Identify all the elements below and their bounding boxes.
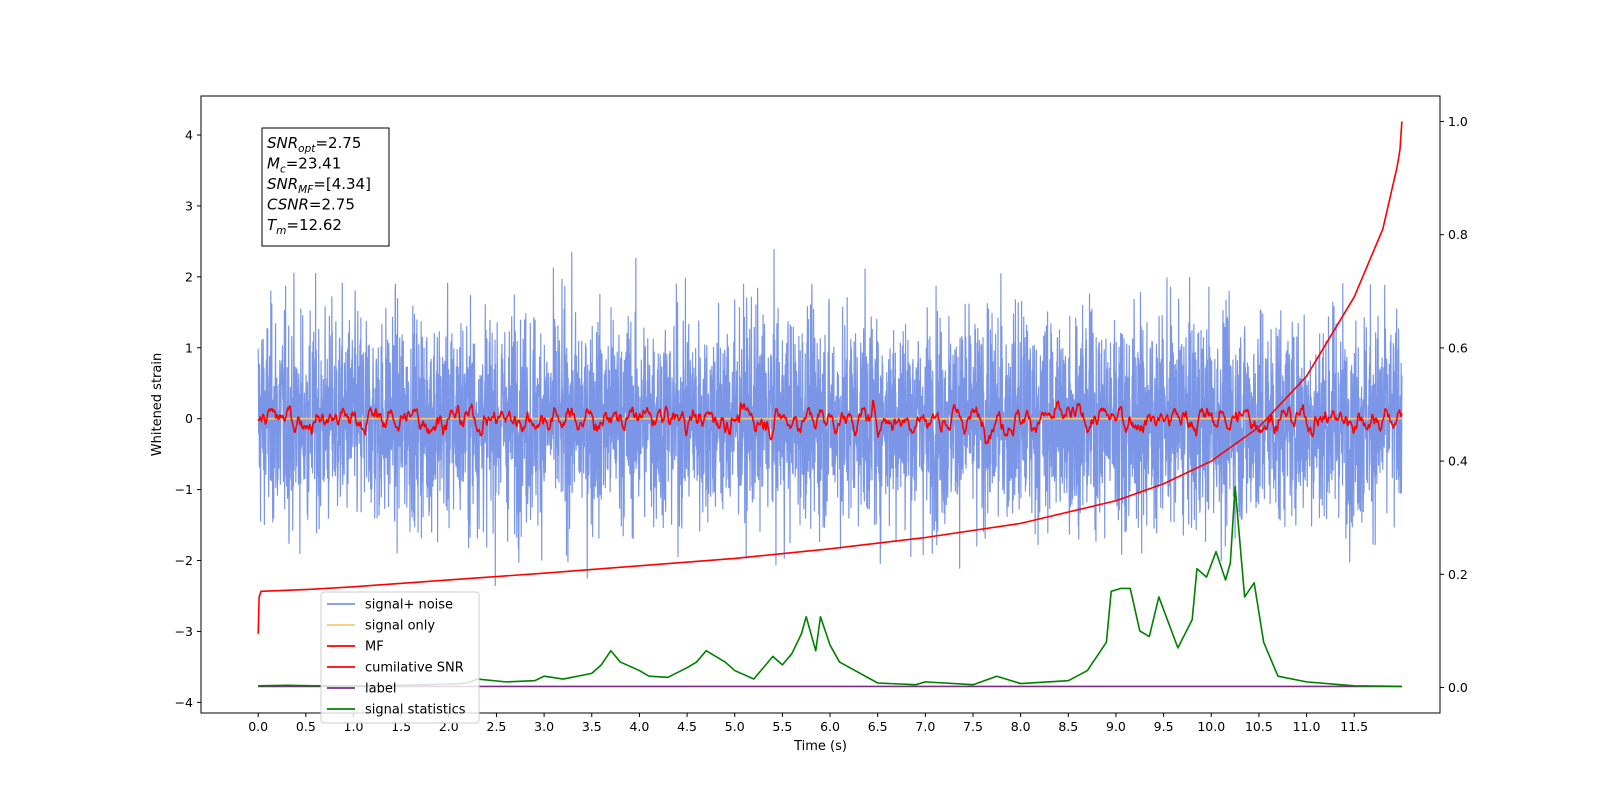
x-tick-label: 2.5 bbox=[487, 719, 507, 734]
y-axis-right: 1.0 0.8 0.6 0.4 0.2 0.0 bbox=[1440, 114, 1468, 695]
annotation-line: SNRopt=2.75 bbox=[267, 134, 361, 155]
x-tick-label: 6.5 bbox=[868, 719, 888, 734]
y-tick-label: −2 bbox=[175, 553, 193, 568]
y-tick-label: 0 bbox=[185, 411, 193, 426]
x-tick-label: 0.0 bbox=[248, 719, 268, 734]
annotation-line: CSNR=2.75 bbox=[267, 196, 355, 214]
annotation-frame bbox=[261, 127, 390, 247]
x-tick-label: 7.5 bbox=[963, 719, 983, 734]
x-tick-label: 8.0 bbox=[1011, 719, 1031, 734]
x-tick-label: 7.0 bbox=[915, 719, 935, 734]
x-tick-label: 10.5 bbox=[1245, 719, 1273, 734]
x-tick-label: 3.5 bbox=[582, 719, 602, 734]
x-tick-label: 4.5 bbox=[677, 719, 697, 734]
x-tick-label: 9.5 bbox=[1154, 719, 1174, 734]
annotation-box: SNRopt=2.75Mc=23.41SNRMF=[4.34]CSNR=2.75… bbox=[261, 127, 390, 247]
y-tick-label: 4 bbox=[185, 128, 193, 143]
legend-entry: MF bbox=[365, 640, 384, 655]
y-tick-label: −3 bbox=[175, 624, 193, 639]
legend-entry: signal statistics bbox=[365, 703, 466, 718]
x-tick-label: 10.0 bbox=[1197, 719, 1225, 734]
annotation-line: Mc=23.41 bbox=[267, 155, 341, 176]
y-tick-label: −4 bbox=[175, 695, 193, 710]
y-right-tick-label: 0.4 bbox=[1448, 454, 1468, 469]
y-right-tick-label: 0.0 bbox=[1448, 680, 1468, 695]
x-tick-label: 6.0 bbox=[820, 719, 840, 734]
y-axis: 4 3 2 1 0 −1 −2 −3 −4 bbox=[175, 128, 201, 710]
legend-entry: signal only bbox=[365, 619, 435, 634]
legend-entry: label bbox=[365, 682, 396, 697]
plot-frame bbox=[200, 95, 1441, 714]
legend-frame bbox=[320, 591, 480, 724]
y-tick-label: 3 bbox=[185, 198, 193, 213]
x-tick-label: 11.5 bbox=[1340, 719, 1368, 734]
series-cumilative-snr bbox=[257, 121, 1403, 634]
y-tick-label: 2 bbox=[185, 269, 193, 284]
legend-entry: cumilative SNR bbox=[365, 661, 464, 676]
y-tick-label: −1 bbox=[175, 482, 193, 497]
series-signal-noise bbox=[257, 248, 1403, 587]
series-mf bbox=[257, 399, 1403, 445]
x-tick-label: 8.5 bbox=[1058, 719, 1078, 734]
y-right-tick-label: 1.0 bbox=[1448, 114, 1468, 129]
y-right-tick-label: 0.8 bbox=[1448, 227, 1468, 242]
x-tick-label: 9.0 bbox=[1106, 719, 1126, 734]
y-tick-label: 1 bbox=[185, 340, 193, 355]
x-tick-label: 5.0 bbox=[725, 719, 745, 734]
y-right-tick-label: 0.2 bbox=[1448, 567, 1468, 582]
plot-series bbox=[257, 121, 1403, 688]
x-tick-label: 4.0 bbox=[629, 719, 649, 734]
x-tick-label: 11.0 bbox=[1293, 719, 1321, 734]
y-right-tick-label: 0.6 bbox=[1448, 340, 1468, 355]
legend-entry: signal+ noise bbox=[365, 598, 453, 613]
annotation-line: Tm=12.62 bbox=[267, 216, 342, 237]
x-axis-label: Time (s) bbox=[793, 739, 847, 754]
annotation-line: SNRMF=[4.34] bbox=[267, 175, 371, 196]
legend: signal+ noise signal only MF cumilative SNR… bbox=[320, 591, 480, 724]
y-axis-label: Whitened strain bbox=[150, 353, 165, 456]
x-tick-label: 3.0 bbox=[534, 719, 554, 734]
series-signal-statistics bbox=[258, 485, 1402, 688]
x-tick-label: 0.5 bbox=[296, 719, 316, 734]
x-tick-label: 5.5 bbox=[772, 719, 792, 734]
